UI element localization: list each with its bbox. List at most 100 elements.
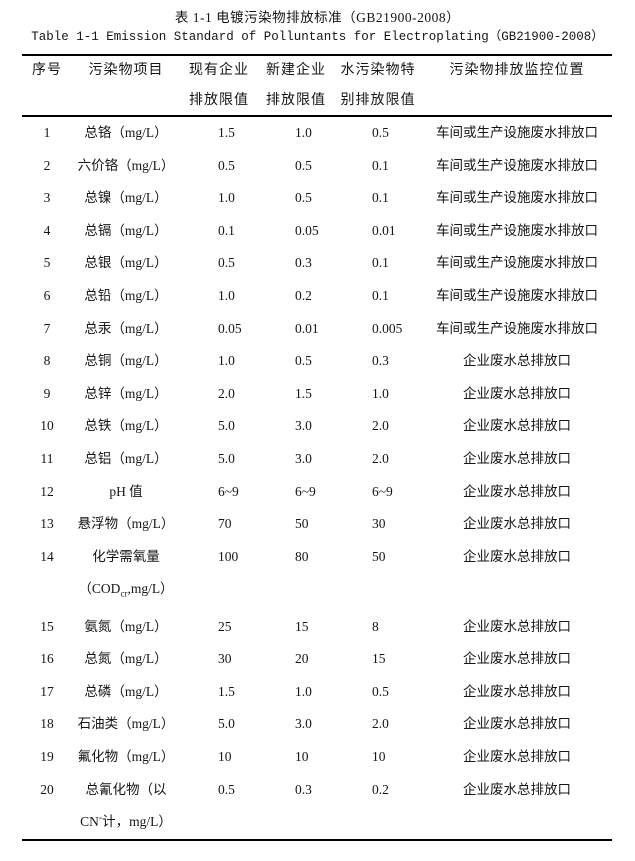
row-no: 12 — [40, 483, 54, 499]
header-monitoring-location: 污染物排放监控位置 — [449, 63, 585, 78]
table-row: 15 氨氮（mg/L） 25 15 8 企业废水总排放口 — [22, 611, 612, 644]
existing-limit: 1.5 — [218, 683, 235, 699]
table-title-zh: 表 1-1 电镀污染物排放标准（GB21900-2008） — [174, 10, 461, 25]
row-no: 18 — [40, 716, 54, 732]
header-pollutant-item: 污染物项目 — [88, 63, 164, 78]
existing-limit: 0.1 — [218, 222, 235, 238]
pollutant-name: 总银（mg/L） — [84, 255, 168, 271]
pollutant-name: 总锌（mg/L） — [84, 385, 168, 401]
existing-limit: 5.0 — [218, 716, 235, 732]
header-existing-limit: 现有企业 排放限值 — [189, 63, 249, 108]
existing-limit: 0.5 — [218, 157, 235, 173]
new-limit: 0.3 — [295, 781, 312, 797]
row-no: 1 — [43, 125, 51, 140]
existing-limit: 0.05 — [218, 320, 242, 336]
emission-standard-table: 序号 污染物项目 现有企业 排放限值 新建企业 排放限值 水污染物特 别排放限值 — [22, 54, 612, 841]
monitoring-location: 企业废水总排放口 — [463, 385, 571, 401]
monitoring-location: 企业废水总排放口 — [463, 618, 571, 634]
monitoring-location: 企业废水总排放口 — [463, 548, 571, 564]
row-no: 13 — [40, 516, 54, 532]
pollutant-name: 悬浮物（mg/L） — [77, 516, 175, 532]
row-no: 16 — [40, 651, 54, 667]
pollutant-name: 氟化物（mg/L） — [77, 748, 175, 764]
special-limit: 0.2 — [372, 781, 389, 797]
new-limit: 3.0 — [295, 418, 312, 434]
pollutant-name: 总镍（mg/L） — [84, 190, 168, 206]
special-limit: 2.0 — [372, 450, 389, 466]
special-limit: 0.1 — [372, 287, 389, 303]
existing-limit: 0.5 — [218, 255, 235, 271]
existing-limit: 25 — [218, 618, 232, 634]
table-row: 16 总氮（mg/L） 30 20 15 企业废水总排放口 — [22, 643, 612, 676]
table-row: 14 化学需氧量 （CODcr,mg/L） 100 80 50 企业废水总排放口 — [22, 541, 612, 611]
new-limit: 1.0 — [295, 683, 312, 699]
pollutant-name: 总汞（mg/L） — [84, 320, 168, 336]
pollutant-name: 石油类（mg/L） — [77, 716, 175, 732]
special-limit: 0.1 — [372, 255, 389, 271]
monitoring-location: 企业废水总排放口 — [463, 781, 571, 797]
special-limit: 8 — [372, 618, 379, 634]
new-limit: 15 — [295, 618, 309, 634]
table-row: 11 总铝（mg/L） 5.0 3.0 2.0 企业废水总排放口 — [22, 443, 612, 476]
table-row: 1 总铬（mg/L） 1.5 1.0 0.5 车间或生产设施废水排放口 — [22, 116, 612, 150]
table-row: 20 总氰化物（以 CN-计，mg/L） 0.5 0.3 0.2 企业废水总排放口 — [22, 774, 612, 840]
table-row: 6 总铅（mg/L） 1.0 0.2 0.1 车间或生产设施废水排放口 — [22, 280, 612, 313]
row-no: 20 — [40, 781, 54, 797]
row-no: 15 — [40, 618, 54, 634]
header-special-limit: 水污染物特 别排放限值 — [340, 63, 416, 108]
existing-limit: 5.0 — [218, 450, 235, 466]
existing-limit: 1.5 — [218, 125, 235, 140]
special-limit: 0.5 — [372, 683, 389, 699]
row-no: 14 — [40, 548, 54, 564]
monitoring-location: 企业废水总排放口 — [463, 450, 571, 466]
table-row: 18 石油类（mg/L） 5.0 3.0 2.0 企业废水总排放口 — [22, 708, 612, 741]
existing-limit: 1.0 — [218, 353, 235, 369]
table-row: 17 总磷（mg/L） 1.5 1.0 0.5 企业废水总排放口 — [22, 676, 612, 709]
pollutant-name: 总镉（mg/L） — [84, 222, 168, 238]
row-no: 3 — [43, 190, 51, 206]
special-limit: 0.1 — [372, 190, 389, 206]
existing-limit: 30 — [218, 651, 232, 667]
monitoring-location: 车间或生产设施废水排放口 — [436, 255, 598, 271]
existing-limit: 2.0 — [218, 385, 235, 401]
new-limit: 1.0 — [295, 125, 312, 140]
pollutant-name: 总磷（mg/L） — [84, 683, 168, 699]
table-row: 8 总铜（mg/L） 1.0 0.5 0.3 企业废水总排放口 — [22, 345, 612, 378]
table-body: 1 总铬（mg/L） 1.5 1.0 0.5 车间或生产设施废水排放口 2 六价铬（mg/L）… — [22, 116, 612, 840]
special-limit: 30 — [372, 516, 386, 532]
table-row: 2 六价铬（mg/L） 0.5 0.5 0.1 车间或生产设施废水排放口 — [22, 150, 612, 183]
pollutant-name: 总铁（mg/L） — [84, 418, 168, 434]
monitoring-location: 车间或生产设施废水排放口 — [436, 222, 598, 238]
header-no: 序号 — [32, 63, 62, 78]
special-limit: 0.01 — [372, 222, 396, 238]
table-row: 7 总汞（mg/L） 0.05 0.01 0.005 车间或生产设施废水排放口 — [22, 313, 612, 346]
existing-limit: 1.0 — [218, 190, 235, 206]
new-limit: 80 — [295, 548, 309, 564]
new-limit: 3.0 — [295, 450, 312, 466]
row-no: 2 — [43, 157, 51, 173]
header-row: 序号 污染物项目 现有企业 排放限值 新建企业 排放限值 水污染物特 别排放限值 — [22, 55, 612, 116]
monitoring-location: 企业废水总排放口 — [463, 483, 571, 499]
new-limit: 0.01 — [295, 320, 319, 336]
pollutant-name: 总氮（mg/L） — [84, 651, 168, 667]
special-limit: 0.005 — [372, 320, 403, 336]
row-no: 17 — [40, 683, 54, 699]
pollutant-name: 总氰化物（以 CN-计，mg/L） — [80, 781, 172, 830]
row-no: 11 — [40, 450, 54, 466]
monitoring-location: 企业废水总排放口 — [463, 353, 571, 369]
pollutant-name: 六价铬（mg/L） — [77, 157, 175, 173]
new-limit: 0.5 — [295, 190, 312, 206]
table-row: 4 总镉（mg/L） 0.1 0.05 0.01 车间或生产设施废水排放口 — [22, 215, 612, 248]
special-limit: 1.0 — [372, 385, 389, 401]
special-limit: 0.3 — [372, 353, 389, 369]
monitoring-location: 企业废水总排放口 — [463, 651, 571, 667]
table-row: 9 总锌（mg/L） 2.0 1.5 1.0 企业废水总排放口 — [22, 378, 612, 411]
new-limit: 1.5 — [295, 385, 312, 401]
row-no: 9 — [43, 385, 51, 401]
new-limit: 0.05 — [295, 222, 319, 238]
existing-limit: 100 — [218, 548, 239, 564]
new-limit: 20 — [295, 651, 309, 667]
special-limit: 0.5 — [372, 125, 389, 140]
new-limit: 10 — [295, 748, 309, 764]
